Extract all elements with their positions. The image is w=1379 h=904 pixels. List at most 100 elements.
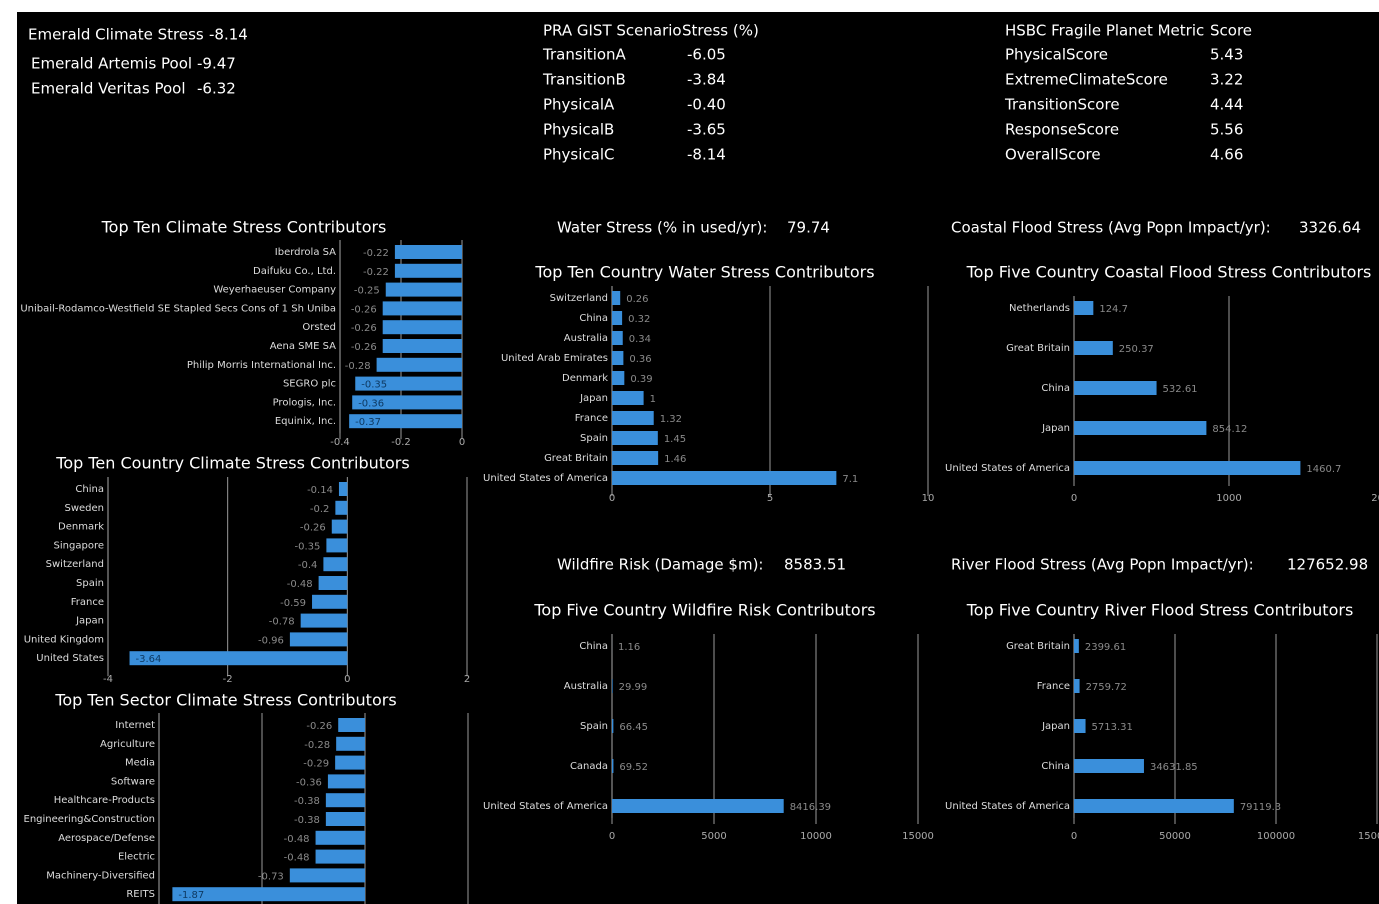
chart-title: Top Ten Sector Climate Stress Contributo… bbox=[54, 691, 396, 710]
x-tick-label: -0.2 bbox=[391, 437, 411, 448]
table-cell: 4.44 bbox=[1210, 96, 1243, 114]
category-label: United Arab Emirates bbox=[501, 353, 608, 364]
bar bbox=[612, 679, 613, 693]
summary-value: -6.32 bbox=[197, 80, 236, 98]
bar bbox=[382, 320, 462, 335]
summary-label: Emerald Veritas Pool bbox=[31, 80, 185, 98]
value-label: -0.26 bbox=[300, 523, 326, 534]
bar bbox=[1074, 381, 1157, 395]
bar bbox=[1074, 759, 1144, 773]
bar bbox=[315, 849, 365, 864]
bar bbox=[327, 774, 365, 789]
value-label: 7.1 bbox=[842, 474, 858, 485]
category-label: Software bbox=[111, 776, 155, 787]
value-label: -0.26 bbox=[351, 304, 377, 315]
value-label: 2399.61 bbox=[1085, 642, 1126, 653]
bar bbox=[1074, 639, 1079, 653]
category-label: Orsted bbox=[302, 322, 336, 333]
value-label: -0.29 bbox=[303, 759, 329, 770]
category-label: Japan bbox=[579, 393, 608, 404]
bar bbox=[1074, 719, 1086, 733]
value-label: 0.34 bbox=[629, 334, 651, 345]
value-label: -0.96 bbox=[258, 635, 284, 646]
value-label: 1460.7 bbox=[1306, 464, 1341, 475]
bar bbox=[289, 632, 348, 647]
x-tick-label: -0.4 bbox=[330, 437, 350, 448]
value-label: 532.61 bbox=[1163, 384, 1198, 395]
bar bbox=[1074, 341, 1113, 355]
summary-label: Emerald Artemis Pool bbox=[31, 55, 192, 73]
table-cell: -3.84 bbox=[687, 71, 726, 89]
category-label: Engineering&Construction bbox=[24, 814, 155, 825]
bar bbox=[323, 557, 348, 572]
bar bbox=[612, 471, 837, 485]
value-label: -0.48 bbox=[284, 853, 310, 864]
bar bbox=[612, 311, 623, 325]
table-cell: 5.56 bbox=[1210, 121, 1243, 139]
bar bbox=[612, 799, 784, 813]
x-tick-label: 15000 bbox=[902, 831, 934, 842]
value-label: -1.87 bbox=[178, 890, 204, 901]
value-label: 1.16 bbox=[618, 642, 640, 653]
category-label: Sweden bbox=[64, 503, 104, 514]
bar bbox=[382, 301, 462, 316]
summary-label: Emerald Climate Stress bbox=[28, 26, 204, 44]
bar bbox=[612, 431, 658, 445]
table-cell: PhysicalScore bbox=[1005, 46, 1108, 64]
metric-label: River Flood Stress (Avg Popn Impact/yr): bbox=[951, 556, 1254, 574]
bar bbox=[394, 245, 462, 259]
value-label: 79119.3 bbox=[1240, 802, 1281, 813]
value-label: -0.2 bbox=[310, 504, 330, 515]
x-tick-label: 10 bbox=[922, 493, 935, 504]
value-label: -0.22 bbox=[363, 267, 389, 278]
category-label: Machinery-Diversified bbox=[46, 870, 155, 881]
bar bbox=[335, 755, 365, 770]
category-label: Netherlands bbox=[1009, 303, 1070, 314]
table-cell: ExtremeClimateScore bbox=[1005, 71, 1168, 89]
x-tick-label: 0 bbox=[459, 437, 465, 448]
category-label: Aerospace/Defense bbox=[58, 833, 155, 844]
category-label: China bbox=[1041, 383, 1070, 394]
category-label: United States of America bbox=[483, 801, 608, 812]
metric-label: Coastal Flood Stress (Avg Popn Impact/yr… bbox=[951, 219, 1271, 237]
value-label: -0.36 bbox=[296, 777, 322, 788]
bar bbox=[352, 395, 462, 410]
category-label: Great Britain bbox=[544, 453, 608, 464]
metric-label: Water Stress (% in used/yr): bbox=[557, 219, 767, 237]
category-label: Singapore bbox=[54, 540, 104, 551]
bar bbox=[355, 376, 462, 391]
category-label: Switzerland bbox=[46, 559, 104, 570]
bar bbox=[1074, 301, 1094, 315]
chart-title: Top Ten Country Climate Stress Contribut… bbox=[55, 454, 409, 473]
value-label: 34631.85 bbox=[1150, 762, 1198, 773]
value-label: 1 bbox=[650, 394, 656, 405]
value-label: 0.26 bbox=[626, 294, 648, 305]
x-tick-label: 100000 bbox=[1257, 831, 1295, 842]
value-label: -0.14 bbox=[307, 485, 333, 496]
bar bbox=[385, 282, 462, 297]
value-label: -0.28 bbox=[345, 361, 371, 372]
chart-title: Top Ten Climate Stress Contributors bbox=[101, 218, 387, 237]
bar bbox=[1074, 799, 1234, 813]
x-tick-label: 0 bbox=[344, 674, 350, 685]
x-tick-label: 150000 bbox=[1358, 831, 1379, 842]
table-cell: 4.66 bbox=[1210, 146, 1243, 164]
chart-title: Top Five Country Coastal Flood Stress Co… bbox=[966, 263, 1372, 282]
category-label: Daifuku Co., Ltd. bbox=[253, 266, 336, 277]
bar bbox=[612, 451, 659, 465]
bar bbox=[1074, 461, 1301, 475]
table-cell: -6.05 bbox=[687, 46, 726, 64]
bar bbox=[338, 718, 365, 732]
category-label: China bbox=[75, 484, 104, 495]
value-label: 0.39 bbox=[630, 374, 652, 385]
bar bbox=[325, 793, 365, 808]
category-label: Switzerland bbox=[550, 293, 608, 304]
bar bbox=[612, 759, 614, 773]
bar bbox=[289, 868, 365, 883]
category-label: China bbox=[579, 313, 608, 324]
value-label: 2759.72 bbox=[1086, 682, 1127, 693]
value-label: 5713.31 bbox=[1092, 722, 1133, 733]
category-label: Philip Morris International Inc. bbox=[187, 360, 336, 371]
x-tick-label: 1000 bbox=[1216, 493, 1241, 504]
value-label: -0.73 bbox=[258, 871, 284, 882]
